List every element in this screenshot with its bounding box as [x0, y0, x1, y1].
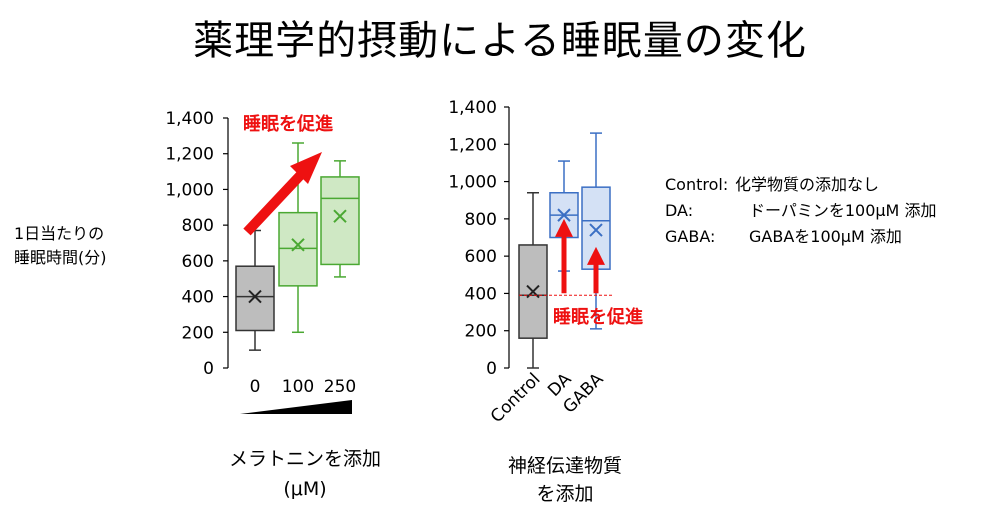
- box-control: [518, 192, 548, 369]
- y-tick-label: 800: [182, 216, 214, 236]
- sleep-promotion-arrowhead: [290, 152, 322, 184]
- chart2-x-axis-title-line-2: を添加: [536, 483, 594, 505]
- legend-key-control: Control:: [665, 175, 729, 194]
- y-tick-label: 200: [182, 323, 214, 343]
- legend-row-gaba: GABA: GABAを100μM 添加: [665, 224, 936, 250]
- chart2-x-axis-title: 神経伝達物質 を添加: [485, 452, 645, 508]
- x-tick-label: 100: [282, 377, 314, 397]
- legend-value-da: ドーパミンを100μM 添加: [749, 201, 937, 220]
- mean-marker: [291, 238, 305, 252]
- box-iqr: [320, 176, 360, 266]
- y-tick-label: 200: [465, 322, 497, 342]
- chart-1: 0 200 400 600 800 1,000 1,200 1,400 0 100 250 睡眠を促進: [165, 109, 360, 414]
- y-tick-label: 1,400: [448, 98, 497, 118]
- x-tick-label: 250: [324, 377, 356, 397]
- sleep-promotion-annotation: 睡眠を促進: [553, 306, 643, 328]
- y-tick-label: 1,200: [165, 145, 214, 165]
- sleep-promotion-arrow: [243, 161, 314, 236]
- sleep-promotion-arrowhead: [587, 246, 605, 265]
- y-tick-label: 1,000: [165, 180, 214, 200]
- chart1-x-axis-title-line-2: (μM): [283, 478, 327, 500]
- slide-title: 薬理学的摂動による睡眠量の変化: [193, 18, 807, 64]
- sleep-promotion-annotation: 睡眠を促進: [243, 113, 333, 135]
- y-axis-label: 1日当たりの 睡眠時間(分): [14, 222, 107, 270]
- sleep-promotion-arrowhead: [555, 218, 573, 237]
- chart2-x-axis-title-line-1: 神経伝達物質: [507, 455, 622, 477]
- y-axis-label-line-2: 睡眠時間(分): [14, 248, 107, 267]
- box-250: [320, 160, 360, 278]
- y-tick-label: 400: [465, 284, 497, 304]
- x-tick-label: 0: [250, 377, 261, 397]
- chart1-x-axis-title-line-1: メラトニンを添加: [228, 448, 381, 470]
- mean-marker: [589, 223, 603, 237]
- y-tick-label: 400: [182, 288, 214, 308]
- box-gaba: [581, 132, 611, 330]
- mean-marker: [557, 208, 571, 222]
- legend-row-control: Control: 化学物質の添加なし: [665, 172, 936, 198]
- box-0: [235, 229, 275, 351]
- legend-key-gaba: GABA:: [665, 227, 716, 246]
- y-tick-label: 1,000: [448, 173, 497, 193]
- y-tick-label: 800: [465, 210, 497, 230]
- y-tick-label: 600: [182, 252, 214, 272]
- box-iqr: [235, 265, 275, 332]
- legend-row-da: DA: ドーパミンを100μM 添加: [665, 198, 936, 224]
- legend-key-da: DA:: [665, 201, 694, 220]
- mean-marker: [333, 209, 347, 223]
- legend: Control: 化学物質の添加なし DA: ドーパミンを100μM 添加 GABA…: [665, 172, 936, 250]
- concentration-wedge: [240, 400, 352, 414]
- y-tick-label: 0: [203, 359, 214, 379]
- y-tick-label: 1,200: [448, 135, 497, 155]
- y-axis-label-line-1: 1日当たりの: [14, 224, 105, 243]
- box-iqr: [278, 211, 318, 287]
- chart1-x-axis-title: メラトニンを添加 (μM): [200, 444, 410, 504]
- legend-value-gaba: GABAを100μM 添加: [749, 227, 902, 246]
- y-tick-label: 0: [486, 359, 497, 379]
- mean-marker: [248, 289, 262, 304]
- legend-value-control: 化学物質の添加なし: [735, 175, 880, 194]
- y-tick-label: 600: [465, 247, 497, 267]
- y-tick-label: 1,400: [165, 109, 214, 129]
